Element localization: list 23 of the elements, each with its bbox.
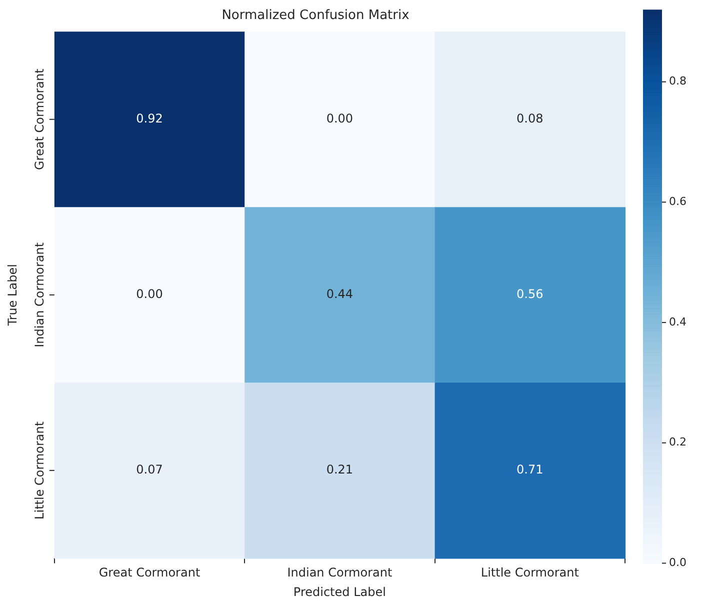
color-bar-label: 0.6 — [669, 195, 686, 208]
chart-title: Normalized Confusion Matrix — [222, 8, 410, 24]
data-label: 0.44 — [326, 287, 354, 302]
color-bar-label: 0.2 — [669, 436, 686, 449]
data-label: 0.08 — [516, 111, 544, 126]
data-label: 0.00 — [136, 287, 163, 302]
x-tick-label: Great Cormorant — [98, 566, 200, 580]
data-label: 0.92 — [136, 111, 163, 126]
y-axis-title: True Label — [5, 264, 20, 327]
color-bar-label: 0.4 — [669, 315, 686, 328]
color-bar-label: 0.0 — [669, 556, 686, 570]
data-label: 0.71 — [516, 462, 544, 477]
x-axis-title: Predicted Label — [293, 584, 386, 599]
data-label: 0.07 — [136, 462, 163, 477]
data-label: 0.21 — [326, 462, 354, 477]
data-label: 0.56 — [516, 287, 544, 302]
color-bar-label: 0.8 — [669, 74, 686, 88]
y-tick-label: Great Cormorant — [32, 68, 47, 170]
x-tick-label: Little Cormorant — [480, 566, 580, 580]
y-tick-label: Indian Cormorant — [32, 242, 47, 348]
data-label: 0.00 — [326, 111, 354, 126]
y-tick-label: Little Cormorant — [32, 421, 47, 520]
x-tick-label: Indian Cormorant — [287, 566, 392, 580]
